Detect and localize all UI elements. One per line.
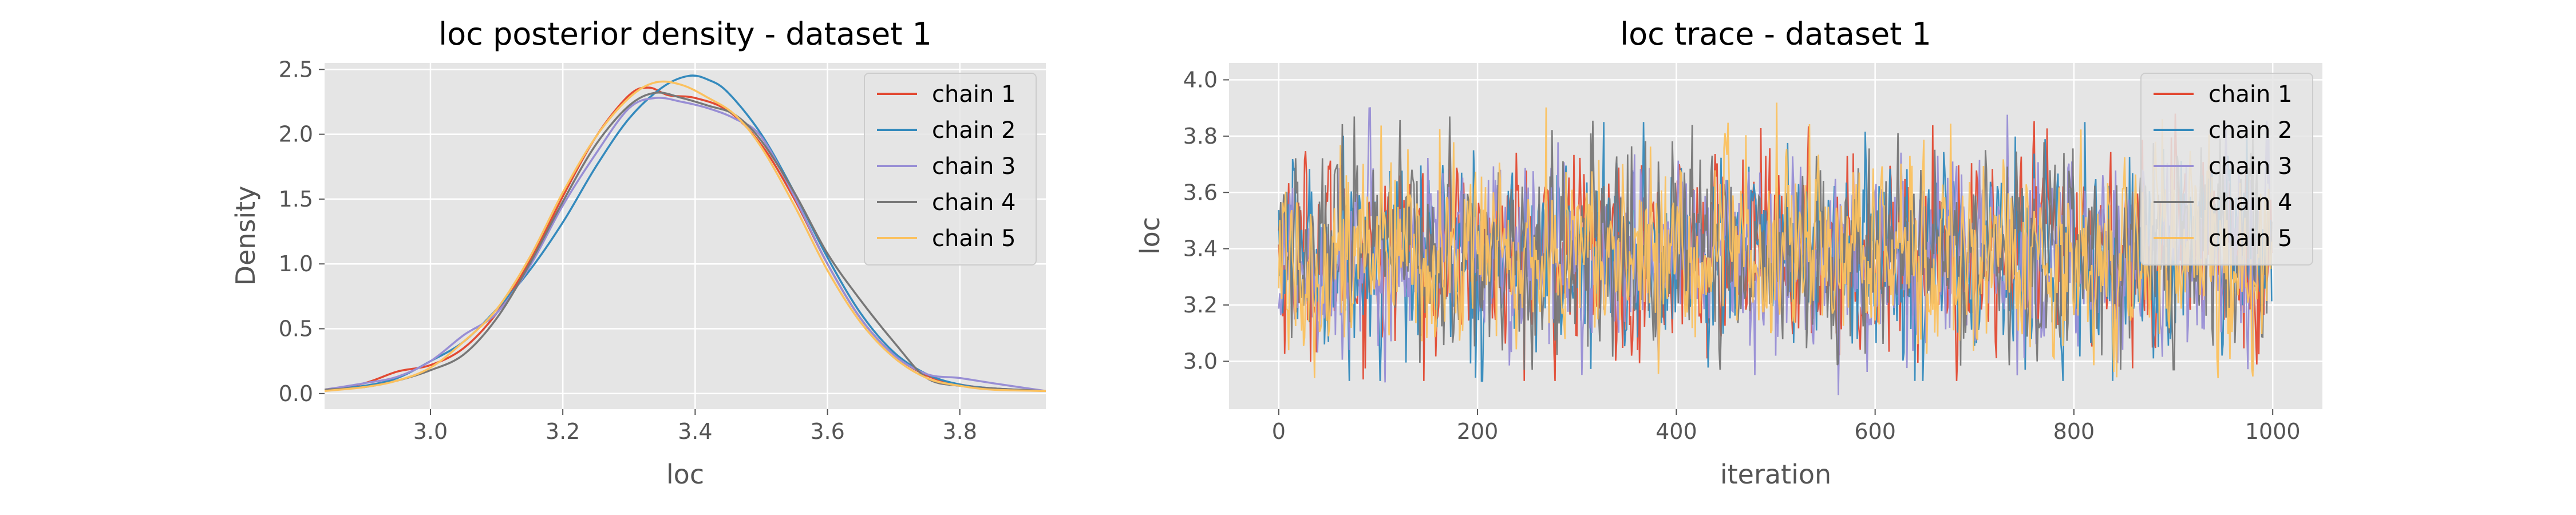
- density-line-chain-5: [325, 80, 1046, 393]
- x-tick-label: 3.6: [810, 419, 844, 444]
- trace-panel: loc trace - dataset 1 0 200 400 600 800 1000 …: [1135, 16, 2322, 490]
- x-tick-label: 0: [1272, 419, 1286, 444]
- x-tick-label: 200: [1457, 419, 1499, 444]
- x-tick-label: 400: [1656, 419, 1697, 444]
- y-tick-label: 2.0: [279, 122, 313, 147]
- legend-label: chain 2: [2208, 117, 2292, 144]
- density-legend: chain 1 chain 2 chain 3 chain 4 chain 5: [864, 73, 1037, 266]
- density-lines: [325, 74, 1046, 393]
- trace-line-chain-5: [1278, 102, 2273, 378]
- y-tick-label: 0.0: [279, 381, 313, 406]
- trace-x-axis-label: iteration: [1720, 459, 1831, 490]
- y-tick-label: 3.2: [1183, 292, 1218, 318]
- legend-label: chain 1: [932, 81, 1016, 108]
- y-tick-label: 0.5: [279, 316, 313, 342]
- x-tick-label: 3.8: [943, 419, 977, 444]
- trace-y-axis-label: loc: [1135, 217, 1165, 255]
- legend-label: chain 4: [2208, 189, 2292, 216]
- legend-label: chain 3: [2208, 153, 2292, 180]
- legend-label: chain 4: [932, 189, 1016, 216]
- density-y-axis-label: Density: [230, 186, 261, 286]
- trace-y-ticks: 3.0 3.2 3.4 3.6 3.8 4.0: [1183, 68, 1229, 374]
- trace-chart-title: loc trace - dataset 1: [1620, 16, 1931, 52]
- y-tick-label: 3.8: [1183, 124, 1218, 149]
- trace-lines: [1278, 102, 2273, 395]
- trace-x-ticks: 0 200 400 600 800 1000: [1272, 409, 2301, 444]
- legend-box: [2140, 73, 2313, 266]
- density-panel: loc posterior density - dataset 1 3.0 3.2…: [230, 16, 1046, 490]
- series-group: [325, 74, 1046, 393]
- trace-legend: chain 1 chain 2 chain 3 chain 4 chain 5: [2140, 73, 2313, 266]
- x-tick-label: 800: [2053, 419, 2095, 444]
- density-line-chain-3: [325, 97, 1046, 393]
- density-x-axis-label: loc: [666, 459, 704, 490]
- y-tick-label: 3.6: [1183, 180, 1218, 205]
- legend-label: chain 1: [2208, 81, 2292, 108]
- y-tick-label: 3.0: [1183, 348, 1218, 374]
- legend-label: chain 5: [932, 225, 1016, 252]
- x-tick-label: 3.4: [678, 419, 712, 444]
- x-tick-label: 600: [1854, 419, 1896, 444]
- y-tick-label: 1.5: [279, 187, 313, 212]
- density-y-ticks: 0.0 0.5 1.0 1.5 2.0 2.5: [279, 57, 325, 406]
- y-tick-label: 4.0: [1183, 68, 1218, 93]
- legend-label: chain 2: [932, 117, 1016, 144]
- density-line-chain-4: [325, 91, 1046, 393]
- legend-label: chain 5: [2208, 225, 2292, 252]
- y-tick-label: 1.0: [279, 251, 313, 276]
- y-tick-label: 3.4: [1183, 236, 1218, 262]
- x-tick-label: 3.0: [413, 419, 448, 444]
- series-group: [1278, 102, 2273, 395]
- legend-box: [864, 73, 1037, 266]
- y-tick-label: 2.5: [279, 57, 313, 82]
- density-x-ticks: 3.0 3.2 3.4 3.6 3.8: [413, 409, 977, 444]
- x-tick-label: 1000: [2245, 419, 2301, 444]
- density-chart-title: loc posterior density - dataset 1: [438, 16, 932, 52]
- x-tick-label: 3.2: [546, 419, 580, 444]
- legend-label: chain 3: [932, 153, 1016, 180]
